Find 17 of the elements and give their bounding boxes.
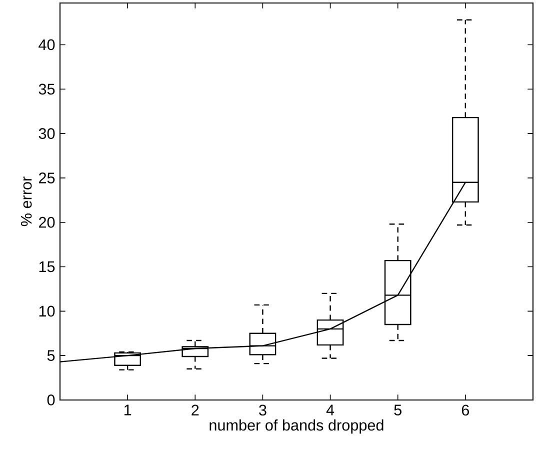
- y-tick-label: 5: [47, 350, 55, 361]
- y-tick-label: 30: [38, 128, 55, 139]
- x-tick-label: 4: [326, 404, 334, 416]
- x-tick-label: 3: [259, 404, 266, 416]
- x-tick-label: 1: [124, 404, 132, 416]
- x-tick-label: 5: [394, 404, 402, 416]
- y-tick-label: 35: [38, 84, 55, 95]
- y-tick-label: 40: [38, 39, 55, 50]
- x-tick-label: 6: [462, 404, 469, 416]
- y-axis-title: % error: [20, 176, 32, 226]
- y-tick-label: 15: [39, 261, 55, 272]
- x-tick-label: 2: [192, 404, 199, 416]
- y-tick-label: 10: [39, 306, 55, 317]
- y-tick-label: 0: [47, 394, 55, 406]
- y-tick-label: 25: [39, 172, 55, 184]
- y-tick-label: 20: [39, 216, 55, 228]
- x-axis-title: number of bands dropped: [210, 419, 384, 434]
